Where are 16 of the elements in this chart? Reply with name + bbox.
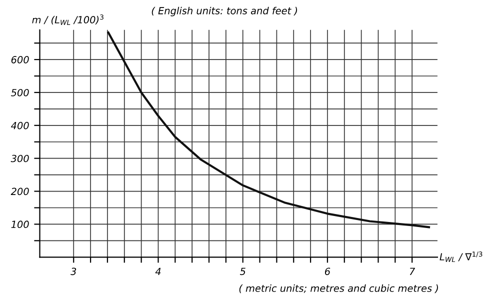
x-tick-label: 3 <box>70 268 76 276</box>
y-tick-label: 400 <box>10 122 29 130</box>
y-axis-title: m / (L$_{WL}$ /100)$^{3}$ <box>32 14 104 25</box>
y-tick-label: 200 <box>10 188 29 196</box>
text: ( metric units; metres and cubic metres ) <box>239 284 438 294</box>
x-tick-label: 4 <box>155 268 161 275</box>
x-tick-label: 5 <box>240 268 246 276</box>
y-tick-label: 100 <box>11 220 29 228</box>
y-tick-label: 600 <box>11 56 29 64</box>
y-tick-label: 300 <box>10 154 29 162</box>
x-axis-title: L$_{WL}$ / ∇$^{1/3}$ <box>440 252 482 262</box>
text: ( English units: tons and feet ) <box>152 6 298 16</box>
y-tick-label: 500 <box>10 88 29 96</box>
x-tick-label: 6 <box>324 268 330 276</box>
line-series <box>107 31 430 228</box>
x-tick-label: 7 <box>410 268 416 275</box>
